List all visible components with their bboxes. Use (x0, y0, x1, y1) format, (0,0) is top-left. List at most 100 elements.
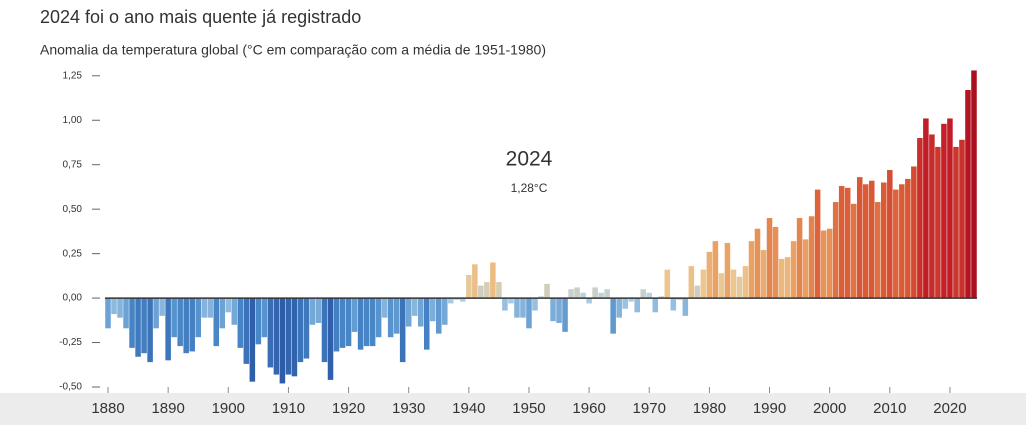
bar (592, 287, 598, 299)
bar (177, 298, 183, 347)
bar (297, 298, 304, 363)
bar (261, 298, 268, 338)
bar (129, 298, 135, 348)
bar (748, 241, 755, 299)
bar (826, 228, 833, 299)
bar (844, 187, 851, 299)
bar (850, 203, 857, 299)
bar (189, 298, 195, 352)
bar (664, 269, 671, 299)
bar (941, 123, 947, 299)
bar (153, 298, 159, 329)
bar (971, 70, 977, 299)
bar (959, 139, 965, 299)
bar (123, 298, 129, 329)
bar (947, 118, 953, 299)
x-tick-label: 2000 (813, 400, 846, 417)
bar (676, 298, 683, 300)
bar (363, 298, 370, 347)
bar (790, 241, 797, 299)
bar (429, 298, 436, 322)
bar (339, 298, 346, 348)
bar (550, 298, 556, 322)
bar (893, 189, 899, 299)
bar (730, 269, 737, 299)
bar (682, 298, 689, 316)
bar (351, 298, 358, 332)
bar (484, 282, 490, 299)
bar (556, 298, 562, 323)
bar (435, 298, 442, 334)
bar (881, 182, 887, 299)
bar (700, 269, 707, 299)
y-tick-label: 1,25 (63, 70, 83, 81)
bar (694, 285, 701, 299)
bar (141, 298, 147, 354)
bar (646, 292, 653, 299)
x-tick-label: 1990 (753, 400, 786, 417)
x-tick-label: 2010 (873, 400, 906, 417)
bar (520, 298, 526, 318)
bar (917, 138, 923, 299)
bar (538, 296, 544, 299)
bar (448, 298, 454, 304)
bar (814, 189, 821, 299)
bar (490, 262, 496, 299)
x-tick-label: 1920 (332, 400, 365, 417)
bar (399, 298, 406, 363)
bar (381, 298, 388, 318)
bar (640, 289, 647, 299)
bar (532, 298, 538, 311)
bar (345, 298, 352, 347)
bar (574, 287, 580, 299)
x-tick-label: 1960 (572, 400, 605, 417)
bar (472, 264, 478, 299)
bar (357, 298, 364, 350)
y-tick-label: -0,50 (59, 382, 82, 393)
bar (905, 178, 911, 299)
bar (742, 266, 749, 299)
bar (862, 184, 869, 299)
bar (856, 177, 863, 299)
bar (442, 298, 448, 325)
bar (670, 298, 677, 311)
bar (423, 298, 430, 350)
bar (838, 186, 845, 299)
bar (544, 283, 550, 299)
bar (219, 298, 226, 329)
bar (111, 298, 117, 315)
y-tick-label: 0,25 (63, 248, 83, 259)
bar (562, 298, 568, 332)
y-tick-label: 0,50 (63, 204, 83, 215)
bar (171, 298, 177, 338)
bar (303, 298, 310, 359)
bar (255, 298, 262, 345)
x-tick-label: 1880 (91, 400, 124, 417)
bar (802, 239, 809, 299)
bar (213, 298, 220, 347)
bar (315, 298, 322, 323)
bar (183, 298, 189, 354)
bar (267, 298, 274, 368)
x-tick-label: 1980 (693, 400, 726, 417)
bar (808, 216, 815, 299)
chart-subtitle: Anomalia da temperatura global (°C em co… (40, 42, 546, 58)
bar (460, 298, 466, 302)
bar (796, 218, 803, 299)
bar (953, 146, 959, 299)
x-tick-label: 1970 (633, 400, 666, 417)
bar (598, 292, 604, 299)
bar (454, 298, 460, 300)
bar (784, 257, 791, 299)
bar (309, 298, 316, 325)
bar (935, 146, 941, 299)
x-tick-label: 2020 (933, 400, 966, 417)
bar (147, 298, 153, 363)
bar (502, 298, 508, 311)
bar (832, 202, 839, 299)
bar (526, 298, 532, 329)
bar (387, 298, 394, 338)
bar (652, 298, 659, 313)
bar (586, 298, 592, 304)
